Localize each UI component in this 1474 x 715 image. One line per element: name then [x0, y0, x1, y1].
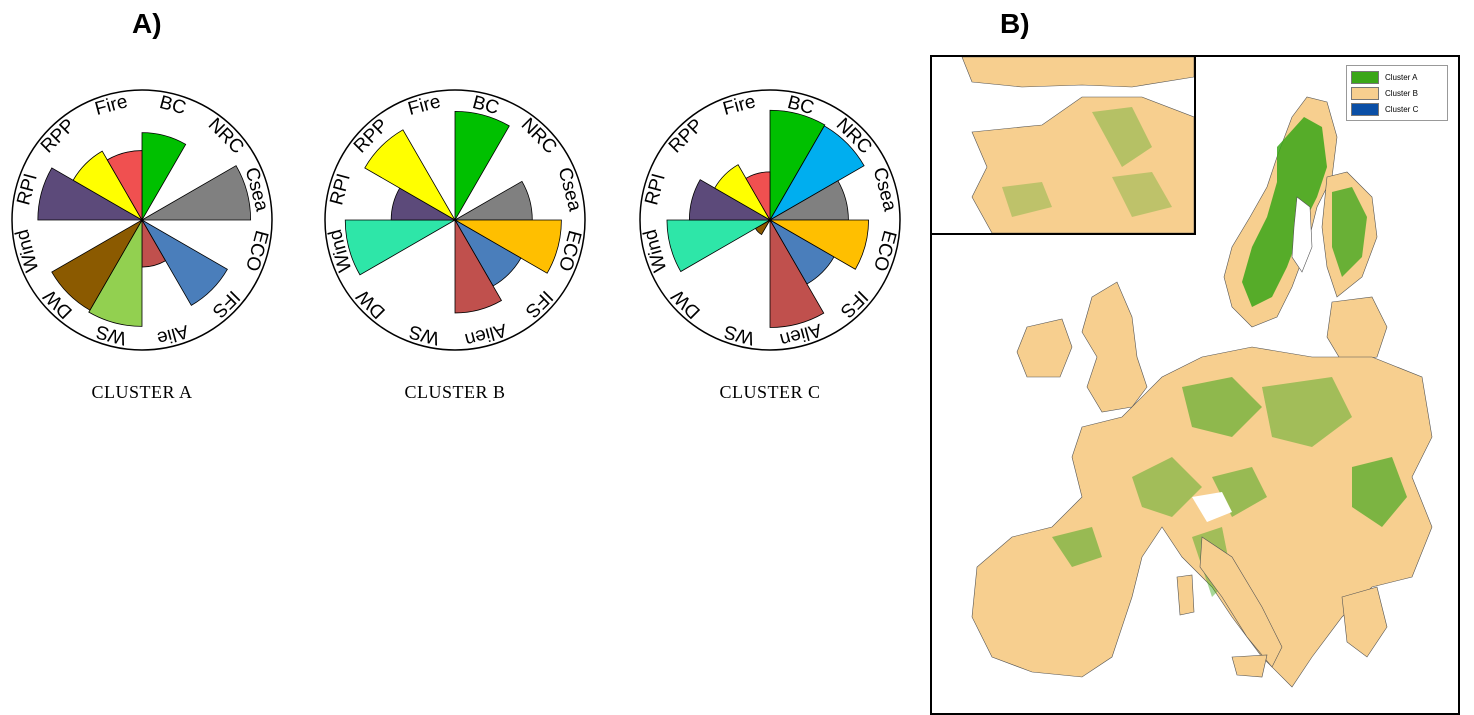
rose-wedge-bc: [141, 132, 187, 222]
rose-wedge-fire: [745, 171, 771, 222]
rose-label-fire: Fire: [93, 91, 130, 120]
rose-label-rpp: RPP: [37, 115, 79, 157]
inset-map-image: [961, 57, 1194, 233]
rose-label-rpi: RPI: [13, 171, 41, 207]
map-legend: Cluster A Cluster B Cluster C: [1346, 65, 1448, 121]
caption-cluster-b: CLUSTER B: [404, 382, 506, 402]
rose-wedge-eco: [768, 219, 869, 270]
rose-label-fire: Fire: [406, 91, 443, 120]
rose-label-fire: Fire: [721, 91, 758, 120]
rose-label-alien: Alien: [463, 319, 509, 350]
rose-label-rpp: RPP: [665, 115, 707, 157]
rose-wedge-bc: [769, 109, 826, 222]
legend-label-cluster-c: Cluster C: [1385, 104, 1419, 114]
rose-label-eco: ECO: [869, 228, 900, 273]
map-land-italy: [1199, 536, 1283, 668]
rose-label-nrc: NRC: [204, 114, 248, 158]
legend-swatch-cluster-a: [1351, 70, 1379, 84]
map-land-ireland: [1016, 318, 1073, 378]
rose-label-ifs: IFS: [836, 286, 872, 322]
rose-label-alie: Alie: [155, 320, 191, 348]
rose-wedge-rpi: [37, 167, 144, 221]
legend-swatch-cluster-b: [1351, 86, 1379, 100]
map-cluster-a-scandinavia: [1242, 117, 1327, 307]
rose-chart-cluster-a: BC NRC Csea ECO IFS Alie WS DW Wind RPI RPP Fire: [0, 60, 292, 390]
rose-label-csea: Csea: [869, 165, 901, 214]
legend-label-cluster-a: Cluster A: [1385, 72, 1418, 82]
rose-outer-circle: [11, 89, 273, 351]
panel-label-b: B): [1000, 8, 1030, 39]
rose-wedge-wind: [344, 219, 457, 276]
panel-label-a: A): [132, 8, 162, 39]
rose-label-eco: ECO: [241, 228, 272, 273]
rose-label-wind: Wind: [640, 227, 671, 274]
rose-wedge-alien: [454, 218, 503, 314]
rose-wedge-ifs: [140, 218, 228, 306]
legend-swatch-cluster-c: [1351, 102, 1379, 116]
rose-wedge-rpp: [714, 164, 772, 222]
rose-label-nrc: NRC: [517, 114, 561, 158]
caption-cluster-c: CLUSTER C: [719, 382, 821, 402]
rose-label-rpi: RPI: [641, 171, 669, 207]
rose-wedge-rpp: [364, 129, 457, 222]
legend-row-cluster-a: Cluster A: [1351, 69, 1443, 85]
rose-label-csea: Csea: [554, 165, 586, 214]
europe-map-image: [971, 96, 1433, 688]
map-land-britain: [1081, 281, 1148, 413]
legend-row-cluster-b: Cluster B: [1351, 85, 1443, 101]
rose-wedge-nrc: [768, 125, 865, 222]
rose-label-ifs: IFS: [208, 286, 244, 322]
rose-wedge-rpi: [688, 179, 772, 221]
rose-wedge-rpp: [72, 150, 144, 222]
rose-wedge-bc: [454, 110, 510, 222]
rose-chart-cluster-b: BC NRC Csea ECO IFS Alien WS DW Wind RPI RPP Fire: [305, 60, 605, 390]
rose-label-dw: DW: [353, 285, 390, 322]
rose-label-rpi: RPI: [326, 171, 354, 207]
rose-wedge-dw: [51, 218, 144, 311]
map-inset-zoom: [932, 57, 1196, 235]
rose-label-dw: DW: [668, 285, 705, 322]
rose-label-ws: WS: [722, 320, 757, 348]
map-land-baltics: [1326, 296, 1388, 363]
europe-cluster-map: Cluster A Cluster B Cluster C: [930, 55, 1460, 715]
rose-chart-cluster-c: BC NRC Csea ECO IFS Alien WS DW Wind RPI RPP Fire: [620, 60, 920, 390]
rose-label-ifs: IFS: [521, 286, 557, 322]
rose-label-ws: WS: [407, 320, 442, 348]
legend-label-cluster-b: Cluster B: [1385, 88, 1418, 98]
rose-wedge-ws: [88, 218, 143, 327]
rose-wedge-fire: [106, 150, 143, 222]
rose-wedge-alien: [769, 218, 825, 328]
rose-outer-circle: [639, 89, 901, 351]
rose-outer-circle: [324, 89, 586, 351]
rose-label-wind: Wind: [12, 227, 43, 274]
rose-wedge-wind: [666, 219, 772, 273]
rose-wedge-eco: [453, 219, 562, 274]
legend-row-cluster-c: Cluster C: [1351, 101, 1443, 117]
rose-wedge-csea: [140, 165, 252, 221]
caption-cluster-a: CLUSTER A: [91, 382, 193, 402]
